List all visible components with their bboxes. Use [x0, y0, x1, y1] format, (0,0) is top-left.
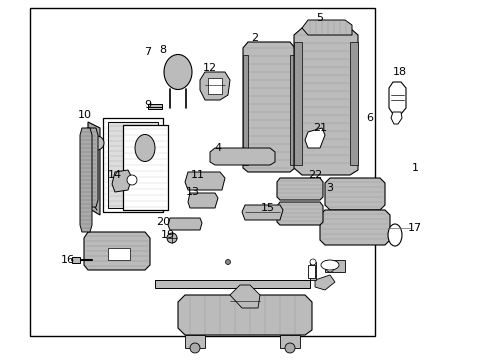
Circle shape — [325, 264, 333, 272]
Polygon shape — [390, 112, 401, 124]
Text: 5: 5 — [316, 13, 323, 23]
Polygon shape — [276, 202, 323, 225]
Polygon shape — [307, 265, 314, 278]
Polygon shape — [314, 275, 334, 290]
Circle shape — [225, 260, 230, 265]
Bar — [108, 248, 130, 260]
Text: 3: 3 — [326, 183, 333, 193]
Circle shape — [190, 343, 200, 353]
Polygon shape — [293, 42, 302, 165]
Polygon shape — [349, 42, 357, 165]
Text: 12: 12 — [203, 63, 217, 73]
Text: 8: 8 — [159, 45, 166, 55]
Text: 9: 9 — [144, 100, 151, 110]
Text: 17: 17 — [407, 223, 421, 233]
Bar — [309, 262, 315, 280]
Polygon shape — [200, 72, 229, 100]
Text: 6: 6 — [366, 113, 373, 123]
Polygon shape — [242, 205, 283, 220]
Polygon shape — [289, 55, 294, 165]
Ellipse shape — [163, 54, 192, 90]
Polygon shape — [243, 42, 294, 172]
Polygon shape — [184, 172, 224, 190]
Ellipse shape — [135, 135, 155, 162]
Text: 4: 4 — [214, 143, 221, 153]
Polygon shape — [103, 118, 163, 212]
Text: 18: 18 — [392, 67, 406, 77]
Circle shape — [167, 233, 177, 243]
Ellipse shape — [387, 224, 401, 246]
Circle shape — [285, 343, 294, 353]
Polygon shape — [302, 20, 351, 35]
Polygon shape — [108, 122, 158, 208]
Polygon shape — [184, 335, 204, 348]
Circle shape — [127, 175, 137, 185]
Polygon shape — [325, 260, 345, 272]
Polygon shape — [178, 295, 311, 335]
Text: 16: 16 — [61, 255, 75, 265]
Text: 19: 19 — [161, 230, 175, 240]
Bar — [148, 104, 162, 109]
Polygon shape — [293, 28, 357, 175]
Text: 7: 7 — [144, 47, 151, 57]
Text: 2: 2 — [251, 33, 258, 43]
Polygon shape — [168, 218, 202, 230]
Bar — [30, 8, 374, 336]
Text: 10: 10 — [78, 110, 92, 120]
Polygon shape — [276, 178, 323, 200]
Text: 15: 15 — [261, 203, 274, 213]
Polygon shape — [305, 128, 325, 148]
Polygon shape — [88, 122, 100, 215]
Polygon shape — [123, 125, 168, 210]
Polygon shape — [72, 257, 80, 263]
Polygon shape — [209, 148, 274, 165]
Polygon shape — [155, 280, 309, 288]
Polygon shape — [187, 193, 218, 208]
Polygon shape — [319, 210, 389, 245]
Polygon shape — [388, 82, 405, 114]
Polygon shape — [80, 128, 92, 232]
Polygon shape — [84, 232, 150, 270]
Text: 11: 11 — [191, 170, 204, 180]
Text: 21: 21 — [312, 123, 326, 133]
Circle shape — [309, 259, 315, 265]
Text: 1: 1 — [411, 163, 418, 173]
Polygon shape — [280, 335, 299, 348]
Circle shape — [90, 136, 104, 150]
Polygon shape — [85, 128, 98, 207]
Text: 22: 22 — [307, 170, 322, 180]
Polygon shape — [325, 178, 384, 210]
Polygon shape — [229, 285, 260, 308]
Text: 20: 20 — [156, 217, 170, 227]
Polygon shape — [243, 55, 247, 165]
Text: 14: 14 — [108, 170, 122, 180]
Polygon shape — [112, 170, 132, 192]
Text: 13: 13 — [185, 187, 200, 197]
Polygon shape — [207, 78, 222, 94]
Ellipse shape — [320, 260, 338, 270]
